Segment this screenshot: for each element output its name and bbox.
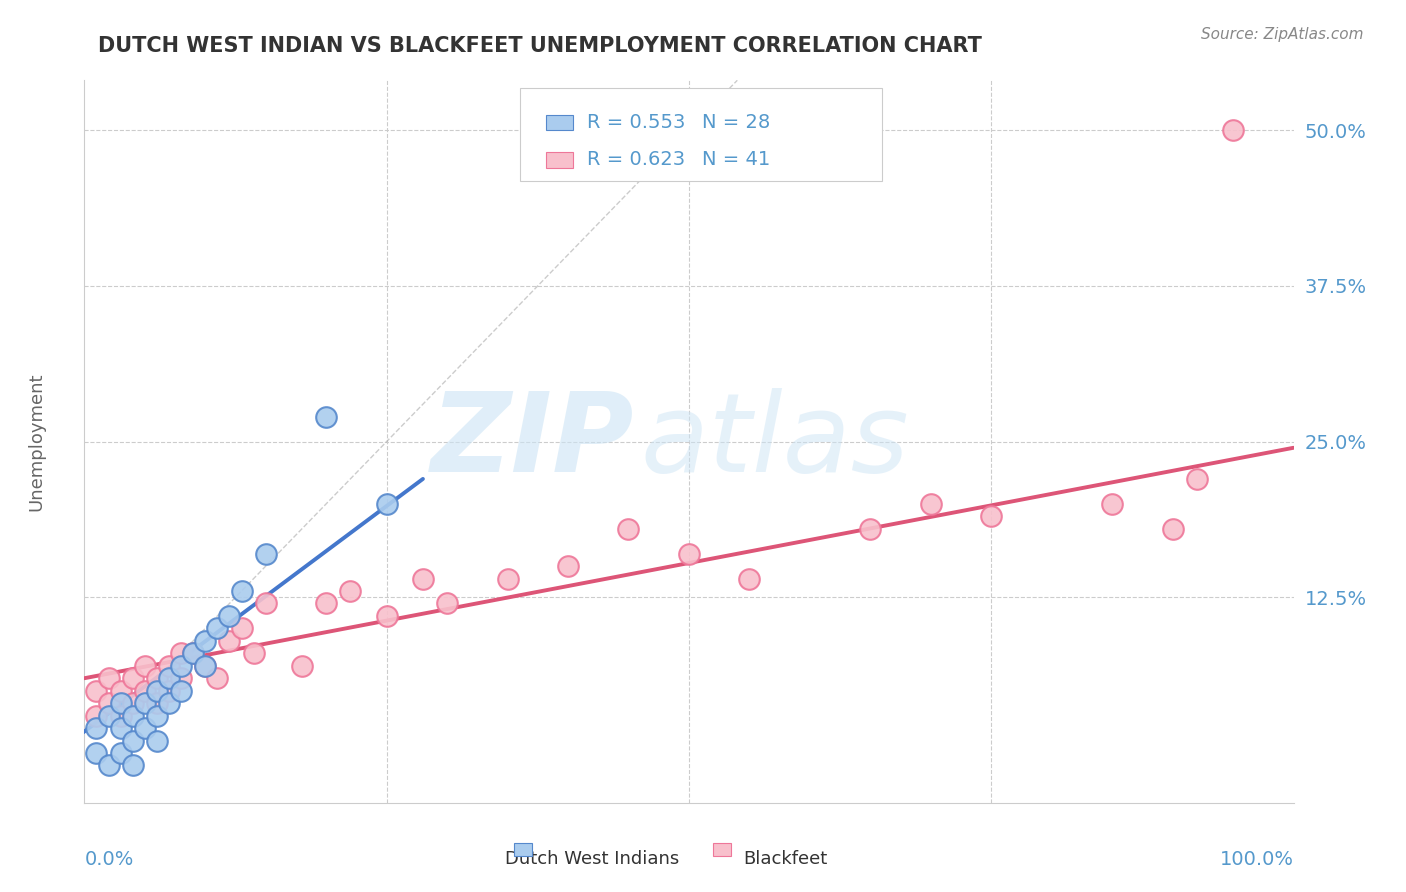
Point (157, 696, 180, 710)
Text: N = 41: N = 41 (702, 151, 770, 169)
Point (254, 597, 277, 611)
Point (678, 547, 700, 561)
FancyBboxPatch shape (520, 87, 883, 181)
Point (97, 708, 120, 723)
Text: Blackfeet: Blackfeet (744, 850, 828, 868)
Point (97, 696, 120, 710)
Point (315, 409, 337, 424)
Point (170, 658, 193, 673)
Point (254, 547, 277, 561)
Point (1222, 123, 1244, 137)
Point (146, 733, 169, 747)
Point (146, 683, 169, 698)
Point (86, 708, 108, 723)
Point (194, 633, 217, 648)
Text: R = 0.553: R = 0.553 (588, 113, 686, 132)
Point (110, 683, 132, 698)
Point (194, 658, 217, 673)
Point (218, 633, 240, 648)
Point (121, 758, 143, 772)
Point (181, 646, 204, 660)
Point (157, 683, 180, 698)
Point (121, 696, 143, 710)
Point (110, 746, 132, 760)
Point (218, 609, 240, 624)
Point (146, 696, 169, 710)
Bar (713, 843, 731, 855)
Point (1161, 522, 1184, 536)
Point (207, 621, 229, 635)
Point (920, 497, 942, 511)
Point (375, 609, 398, 624)
Point (146, 671, 169, 685)
Bar (547, 152, 572, 168)
Point (86, 683, 108, 698)
Point (134, 721, 156, 735)
Point (121, 733, 143, 747)
Text: R = 0.623: R = 0.623 (588, 151, 686, 169)
Point (980, 509, 1002, 524)
Point (86, 721, 108, 735)
Point (242, 646, 264, 660)
Text: atlas: atlas (641, 388, 910, 495)
Point (1185, 472, 1208, 486)
Point (170, 683, 193, 698)
Point (86, 746, 108, 760)
Point (231, 621, 253, 635)
Point (110, 696, 132, 710)
Point (375, 497, 398, 511)
Point (496, 572, 519, 586)
Point (146, 708, 169, 723)
Bar (513, 843, 531, 855)
Point (859, 522, 882, 536)
Point (315, 597, 337, 611)
Point (231, 584, 253, 599)
Point (110, 721, 132, 735)
Point (557, 559, 579, 574)
Point (170, 671, 193, 685)
Point (121, 708, 143, 723)
Point (207, 671, 229, 685)
Point (134, 658, 156, 673)
Point (121, 671, 143, 685)
Point (157, 671, 180, 685)
Point (194, 658, 217, 673)
Text: Source: ZipAtlas.com: Source: ZipAtlas.com (1201, 27, 1364, 42)
Point (1101, 497, 1123, 511)
Point (110, 708, 132, 723)
Point (738, 572, 761, 586)
Point (97, 758, 120, 772)
Text: DUTCH WEST INDIAN VS BLACKFEET UNEMPLOYMENT CORRELATION CHART: DUTCH WEST INDIAN VS BLACKFEET UNEMPLOYM… (98, 36, 983, 55)
Text: ZIP: ZIP (432, 388, 634, 495)
Point (170, 646, 193, 660)
Point (134, 696, 156, 710)
Text: Unemployment: Unemployment (27, 372, 45, 511)
Point (412, 572, 434, 586)
Point (339, 584, 361, 599)
Text: N = 28: N = 28 (702, 113, 770, 132)
Point (181, 646, 204, 660)
Text: 100.0%: 100.0% (1219, 850, 1294, 869)
Point (436, 597, 458, 611)
Point (617, 522, 640, 536)
Bar (547, 114, 572, 130)
Point (134, 683, 156, 698)
Point (157, 658, 180, 673)
Point (97, 671, 120, 685)
Text: 0.0%: 0.0% (84, 850, 134, 869)
Point (291, 658, 314, 673)
Text: Dutch West Indians: Dutch West Indians (505, 850, 679, 868)
